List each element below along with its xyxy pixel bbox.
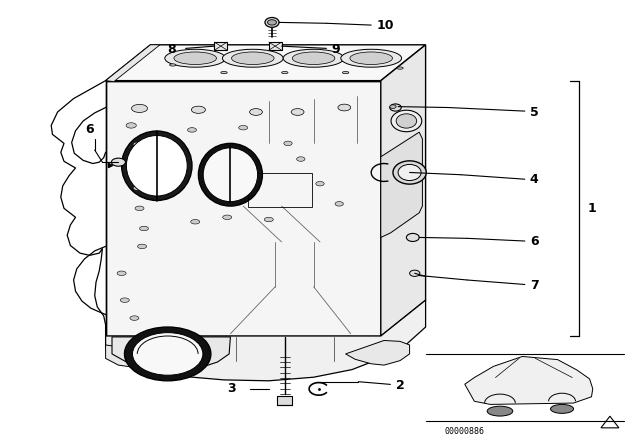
Ellipse shape bbox=[284, 49, 344, 67]
Ellipse shape bbox=[350, 52, 392, 65]
Ellipse shape bbox=[170, 64, 176, 66]
Ellipse shape bbox=[410, 270, 420, 276]
Bar bbox=[277, 396, 292, 405]
Ellipse shape bbox=[397, 67, 403, 69]
Ellipse shape bbox=[390, 105, 396, 108]
Ellipse shape bbox=[117, 271, 126, 276]
Polygon shape bbox=[106, 45, 160, 82]
Ellipse shape bbox=[223, 215, 232, 220]
Ellipse shape bbox=[335, 202, 344, 206]
Ellipse shape bbox=[174, 52, 216, 65]
Ellipse shape bbox=[265, 17, 279, 27]
Polygon shape bbox=[106, 81, 381, 336]
Bar bbox=[269, 42, 282, 50]
Ellipse shape bbox=[140, 226, 148, 231]
Ellipse shape bbox=[268, 20, 276, 25]
Ellipse shape bbox=[111, 158, 125, 166]
Polygon shape bbox=[106, 345, 163, 368]
Polygon shape bbox=[106, 300, 426, 381]
Polygon shape bbox=[112, 337, 230, 370]
Polygon shape bbox=[106, 81, 381, 336]
Ellipse shape bbox=[133, 142, 142, 146]
Text: 6: 6 bbox=[530, 235, 538, 249]
Ellipse shape bbox=[340, 49, 402, 67]
Ellipse shape bbox=[284, 141, 292, 146]
Polygon shape bbox=[381, 45, 426, 336]
Polygon shape bbox=[346, 340, 410, 365]
Ellipse shape bbox=[133, 186, 142, 190]
Ellipse shape bbox=[406, 233, 419, 241]
Ellipse shape bbox=[250, 109, 262, 116]
Ellipse shape bbox=[316, 181, 324, 186]
Ellipse shape bbox=[398, 164, 421, 181]
Ellipse shape bbox=[138, 244, 147, 249]
Ellipse shape bbox=[120, 298, 129, 302]
Ellipse shape bbox=[122, 131, 192, 201]
Text: 10: 10 bbox=[376, 19, 394, 33]
Ellipse shape bbox=[396, 114, 417, 128]
Ellipse shape bbox=[291, 109, 304, 116]
Ellipse shape bbox=[223, 49, 283, 67]
Ellipse shape bbox=[204, 148, 257, 202]
Ellipse shape bbox=[390, 104, 401, 111]
Ellipse shape bbox=[132, 104, 148, 112]
Text: 7: 7 bbox=[530, 279, 539, 293]
Ellipse shape bbox=[130, 316, 139, 320]
Ellipse shape bbox=[292, 52, 335, 65]
Text: 5: 5 bbox=[530, 105, 539, 119]
Ellipse shape bbox=[264, 217, 273, 222]
Ellipse shape bbox=[188, 128, 196, 132]
Ellipse shape bbox=[132, 332, 203, 375]
Polygon shape bbox=[465, 357, 593, 405]
Polygon shape bbox=[381, 132, 422, 237]
Bar bbox=[214, 42, 227, 50]
Ellipse shape bbox=[391, 110, 422, 132]
Text: 4: 4 bbox=[530, 172, 539, 186]
Ellipse shape bbox=[393, 161, 426, 184]
Ellipse shape bbox=[191, 106, 205, 113]
Text: 00000886: 00000886 bbox=[445, 427, 485, 436]
Ellipse shape bbox=[191, 220, 200, 224]
Ellipse shape bbox=[165, 49, 226, 67]
Ellipse shape bbox=[239, 125, 248, 130]
Ellipse shape bbox=[232, 52, 274, 65]
Ellipse shape bbox=[124, 327, 211, 381]
Ellipse shape bbox=[282, 72, 288, 74]
Ellipse shape bbox=[126, 123, 136, 128]
Text: 6: 6 bbox=[85, 123, 94, 137]
Ellipse shape bbox=[221, 72, 227, 74]
Ellipse shape bbox=[338, 104, 351, 111]
Bar bbox=[248, 173, 312, 207]
Polygon shape bbox=[106, 45, 426, 81]
Ellipse shape bbox=[550, 405, 573, 414]
Text: 2: 2 bbox=[396, 379, 404, 392]
Text: 9: 9 bbox=[332, 43, 340, 56]
Ellipse shape bbox=[487, 406, 513, 416]
Ellipse shape bbox=[296, 157, 305, 161]
Text: 3: 3 bbox=[227, 382, 236, 396]
Ellipse shape bbox=[342, 72, 349, 74]
Ellipse shape bbox=[135, 206, 144, 211]
Ellipse shape bbox=[198, 143, 262, 206]
Text: 8: 8 bbox=[168, 43, 176, 56]
Ellipse shape bbox=[127, 135, 188, 196]
Text: 1: 1 bbox=[588, 202, 596, 215]
